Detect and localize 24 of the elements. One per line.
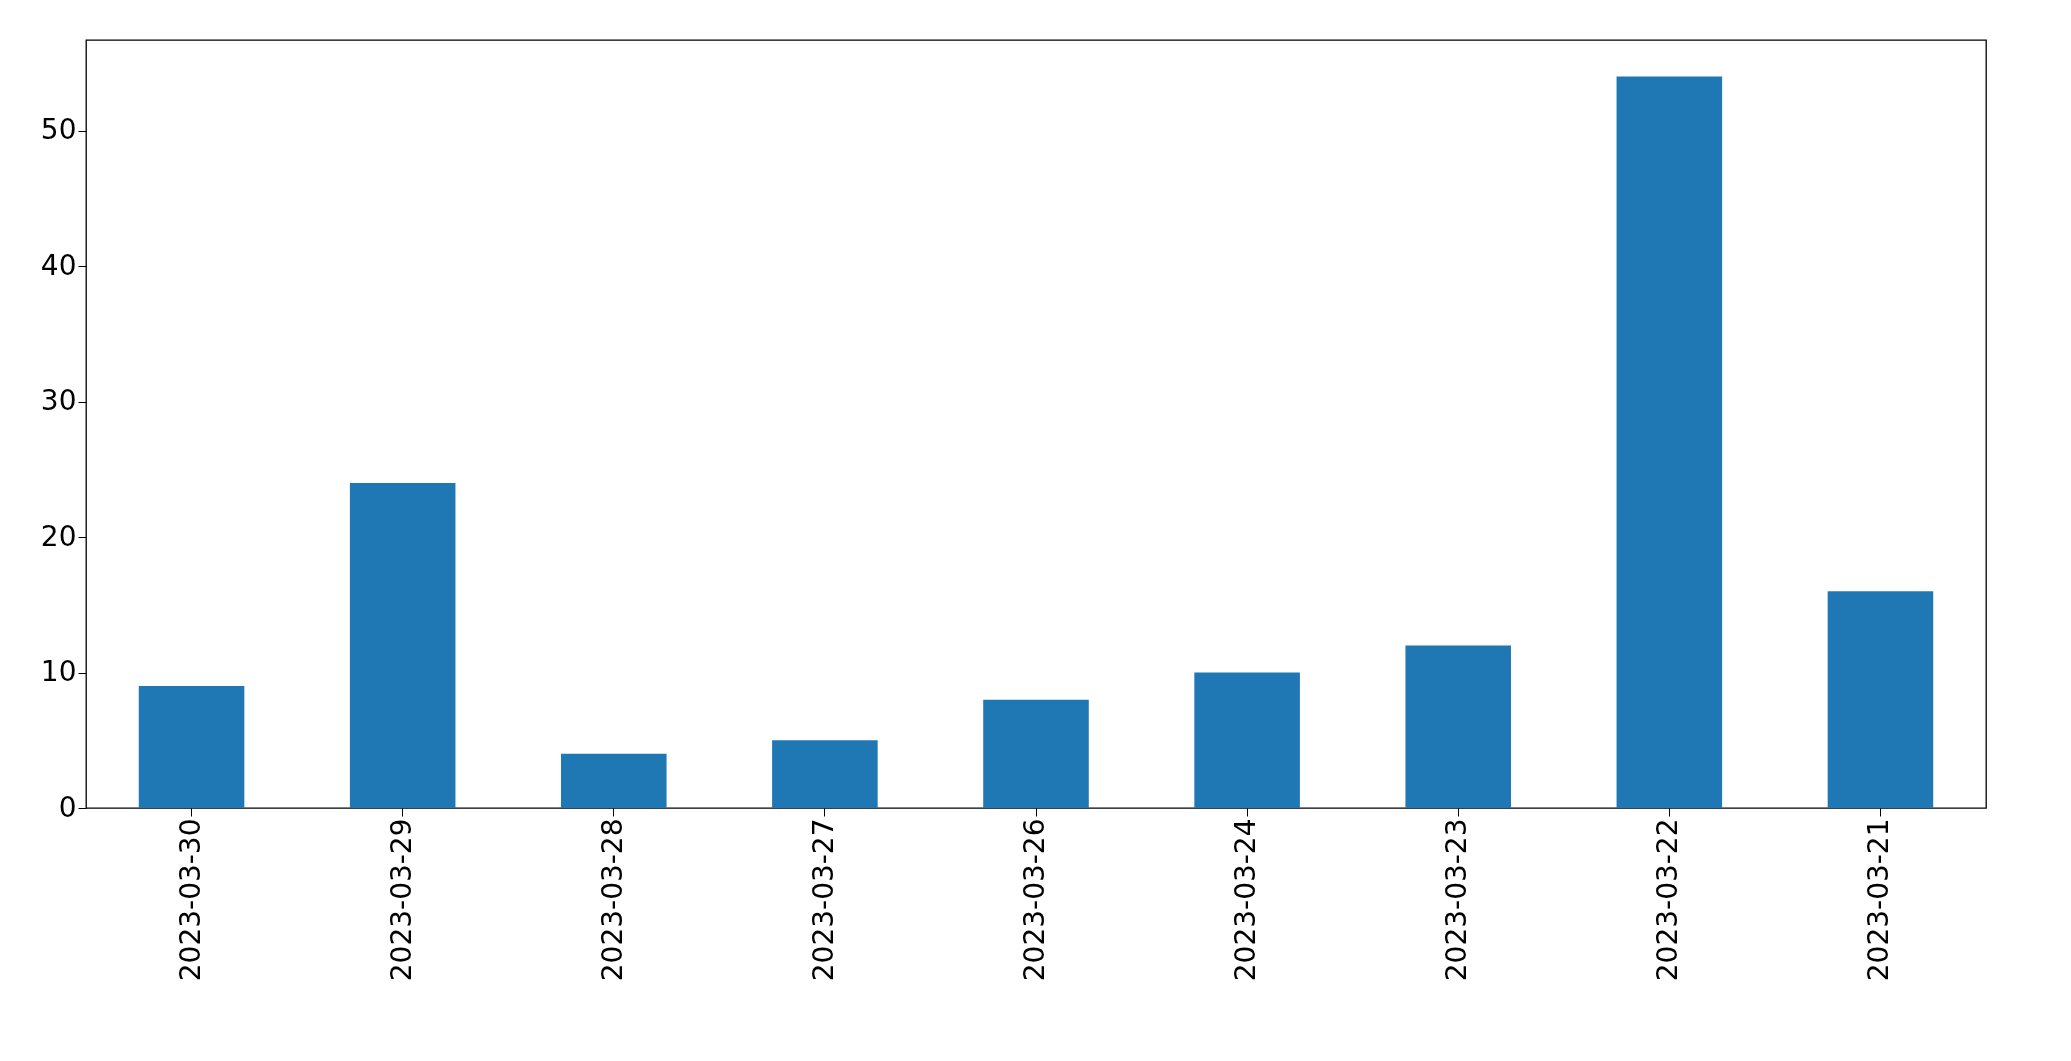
x-tick-label: 2023-03-28 xyxy=(595,818,629,982)
bar xyxy=(561,753,667,808)
bar xyxy=(1616,76,1723,808)
y-tick-label: 40 xyxy=(40,248,77,282)
bar xyxy=(138,686,245,808)
y-tick-label: 50 xyxy=(40,113,77,147)
bar xyxy=(1405,645,1511,808)
x-tick-label: 2023-03-29 xyxy=(384,818,418,982)
bar xyxy=(983,699,1089,808)
y-tick-label: 0 xyxy=(58,790,77,824)
x-tick-label: 2023-03-23 xyxy=(1440,818,1474,982)
x-tick-label: 2023-03-24 xyxy=(1229,818,1263,982)
x-tick-label: 2023-03-27 xyxy=(806,818,840,982)
y-tick-label: 10 xyxy=(40,655,77,689)
y-tick-label: 30 xyxy=(40,384,77,418)
y-tick-label: 20 xyxy=(40,519,77,553)
bar xyxy=(349,482,456,808)
x-tick-label: 2023-03-30 xyxy=(173,818,207,982)
bar xyxy=(1827,591,1934,808)
x-tick-label: 2023-03-21 xyxy=(1862,818,1896,982)
bar xyxy=(1194,672,1300,808)
x-tick-label: 2023-03-22 xyxy=(1651,818,1685,982)
bar xyxy=(772,740,878,808)
x-tick-label: 2023-03-26 xyxy=(1018,818,1051,982)
